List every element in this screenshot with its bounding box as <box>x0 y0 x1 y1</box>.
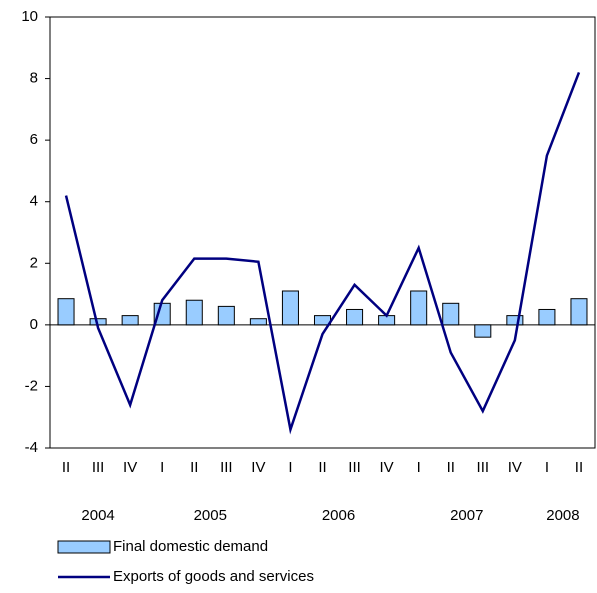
x-tick-label: II <box>190 459 198 476</box>
bar <box>474 324 492 338</box>
x-tick-label: IV <box>123 459 137 476</box>
x-tick-label: I <box>545 459 549 476</box>
legend-label: Exports of goods and services <box>113 568 314 585</box>
bar <box>281 290 299 326</box>
x-tick-label: II <box>447 459 455 476</box>
bar <box>57 298 75 326</box>
x-tick-label: III <box>348 459 361 476</box>
x-tick-label: I <box>288 459 292 476</box>
legend-label: Final domestic demand <box>113 538 268 555</box>
year-label: 2008 <box>546 507 579 524</box>
y-tick-label: 8 <box>30 70 38 87</box>
bar <box>121 315 139 326</box>
x-tick-label: IV <box>508 459 522 476</box>
bar <box>410 290 428 326</box>
bar <box>538 308 556 326</box>
y-tick-label: -4 <box>25 439 38 456</box>
y-tick-label: 10 <box>21 8 38 25</box>
plot-frame <box>49 16 596 449</box>
x-tick-label: III <box>220 459 233 476</box>
bar <box>217 305 235 326</box>
x-tick-label: III <box>477 459 490 476</box>
x-tick-label: IV <box>251 459 265 476</box>
bar <box>249 318 267 326</box>
x-tick-label: III <box>92 459 105 476</box>
x-tick-label: IV <box>380 459 394 476</box>
year-label: 2005 <box>194 507 227 524</box>
x-tick-label: II <box>318 459 326 476</box>
y-tick-label: 2 <box>30 254 38 271</box>
year-label: 2004 <box>81 507 114 524</box>
x-tick-label: I <box>417 459 421 476</box>
x-tick-label: II <box>575 459 583 476</box>
bar <box>442 302 460 326</box>
y-tick-label: 0 <box>30 316 38 333</box>
year-label: 2007 <box>450 507 483 524</box>
bar <box>346 308 364 326</box>
year-label: 2006 <box>322 507 355 524</box>
y-tick-label: 4 <box>30 193 38 210</box>
y-tick-label: 6 <box>30 131 38 148</box>
x-tick-label: II <box>62 459 70 476</box>
line <box>64 71 581 435</box>
legend-swatch <box>57 540 111 554</box>
bar <box>570 298 588 326</box>
y-tick-label: -2 <box>25 377 38 394</box>
bar <box>185 299 203 326</box>
x-tick-label: I <box>160 459 164 476</box>
bar <box>506 315 524 326</box>
